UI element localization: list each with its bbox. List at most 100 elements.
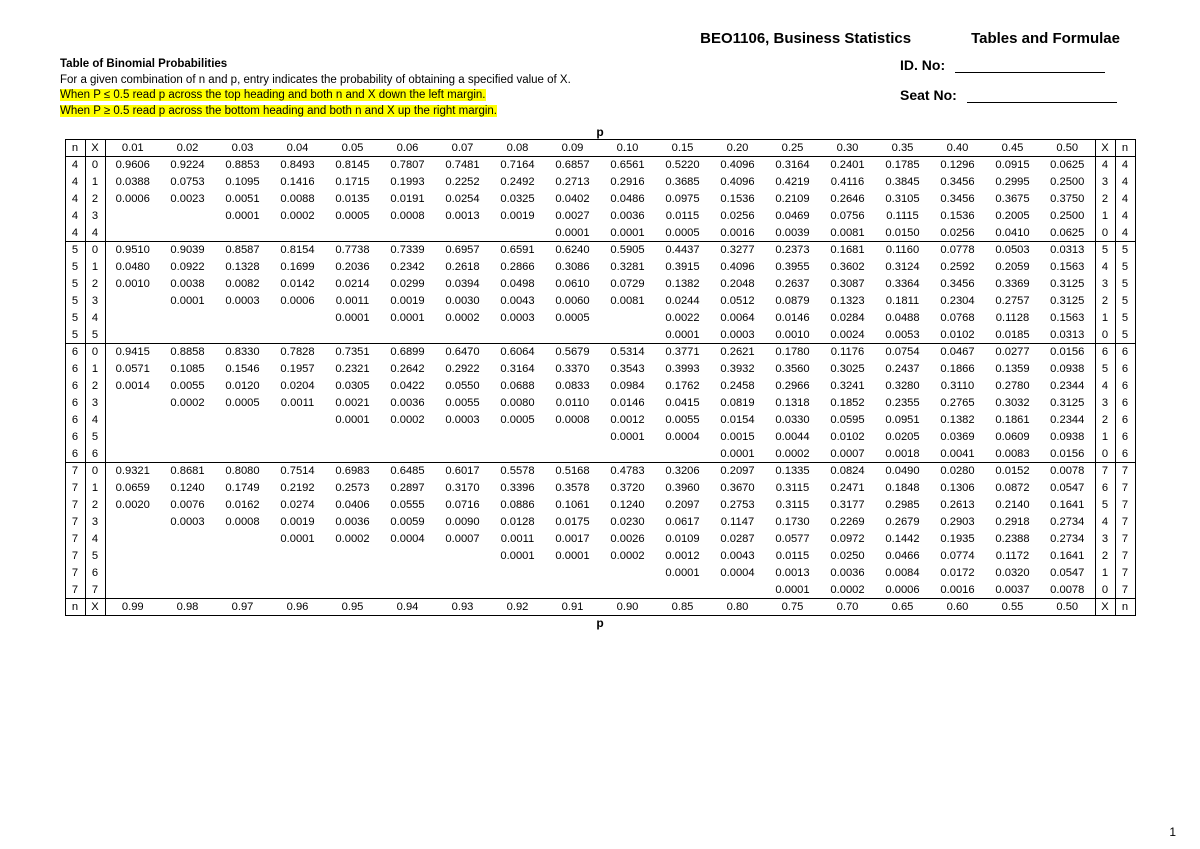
cell-val: 0.2995 xyxy=(985,174,1040,191)
cell-val: 0.0055 xyxy=(655,412,710,429)
cell-x-right: 1 xyxy=(1095,310,1115,327)
cell-val: 0.2918 xyxy=(985,514,1040,531)
cell-val: 0.6064 xyxy=(490,344,545,361)
cell-val: 0.1240 xyxy=(600,497,655,514)
cell-val: 0.1563 xyxy=(1040,259,1095,276)
cell-val: 0.0083 xyxy=(985,446,1040,463)
cell-val: 0.0250 xyxy=(820,548,875,565)
cell-val xyxy=(380,446,435,463)
cell-val: 0.0120 xyxy=(215,378,270,395)
cell-val: 0.1323 xyxy=(820,293,875,310)
cell-val: 0.0080 xyxy=(490,395,545,412)
cell-val: 0.8145 xyxy=(325,157,380,174)
cell-val: 0.0001 xyxy=(160,293,215,310)
ftr-p-bot-4: 0.95 xyxy=(325,599,380,616)
cell-val: 0.9039 xyxy=(160,242,215,259)
hdr-p-top-7: 0.08 xyxy=(490,140,545,157)
page: BEO1106, Business Statistics Tables and … xyxy=(0,0,1200,849)
cell-val: 0.0466 xyxy=(875,548,930,565)
cell-val: 0.0016 xyxy=(710,225,765,242)
cell-val: 0.0415 xyxy=(655,395,710,412)
cell-val: 0.1848 xyxy=(875,480,930,497)
cell-val: 0.0768 xyxy=(930,310,985,327)
ftr-p-bot-6: 0.93 xyxy=(435,599,490,616)
cell-x-right: 3 xyxy=(1095,174,1115,191)
cell-val: 0.0172 xyxy=(930,565,985,582)
cell-n-right: 4 xyxy=(1115,174,1135,191)
cell-n-left: 5 xyxy=(65,293,85,310)
cell-val: 0.0152 xyxy=(985,463,1040,480)
cell-val xyxy=(160,531,215,548)
cell-val: 0.3993 xyxy=(655,361,710,378)
cell-val: 0.0154 xyxy=(710,412,765,429)
cell-val: 0.0006 xyxy=(105,191,160,208)
cell-val: 0.0938 xyxy=(1040,361,1095,378)
cell-n-left: 4 xyxy=(65,157,85,174)
cell-x-left: 4 xyxy=(85,310,105,327)
cell-val xyxy=(215,429,270,446)
ftr-p-bot-13: 0.70 xyxy=(820,599,875,616)
cell-val: 0.2471 xyxy=(820,480,875,497)
cell-val: 0.0555 xyxy=(380,497,435,514)
hdr-x-right: X xyxy=(1095,140,1115,157)
cell-n-right: 5 xyxy=(1115,242,1135,259)
cell-val: 0.3396 xyxy=(490,480,545,497)
cell-val xyxy=(435,327,490,344)
cell-val: 0.0571 xyxy=(105,361,160,378)
cell-val: 0.1536 xyxy=(930,208,985,225)
cell-val: 0.5168 xyxy=(545,463,600,480)
cell-val: 0.2621 xyxy=(710,344,765,361)
cell-val: 0.0610 xyxy=(545,276,600,293)
cell-val: 0.0051 xyxy=(215,191,270,208)
cell-val xyxy=(435,582,490,599)
cell-val: 0.0486 xyxy=(600,191,655,208)
cell-val: 0.5578 xyxy=(490,463,545,480)
cell-n-left: 6 xyxy=(65,378,85,395)
cell-n-right: 5 xyxy=(1115,276,1135,293)
cell-val: 0.1957 xyxy=(270,361,325,378)
cell-val: 0.1861 xyxy=(985,412,1040,429)
cell-val: 0.3025 xyxy=(820,361,875,378)
cell-val: 0.1563 xyxy=(1040,310,1095,327)
cell-val xyxy=(655,446,710,463)
cell-val: 0.2097 xyxy=(710,463,765,480)
cell-val xyxy=(325,565,380,582)
cell-n-left: 4 xyxy=(65,174,85,191)
cell-val: 0.2618 xyxy=(435,259,490,276)
cell-val: 0.0394 xyxy=(435,276,490,293)
cell-val xyxy=(160,327,215,344)
cell-x-left: 7 xyxy=(85,582,105,599)
cell-val: 0.2903 xyxy=(930,514,985,531)
cell-n-left: 5 xyxy=(65,259,85,276)
cell-val: 0.2269 xyxy=(820,514,875,531)
ftr-x-right: X xyxy=(1095,599,1115,616)
p-label-bottom: p xyxy=(60,616,1140,630)
cell-val: 0.0688 xyxy=(490,378,545,395)
cell-val xyxy=(380,582,435,599)
cell-val: 0.0003 xyxy=(710,327,765,344)
cell-val: 0.7481 xyxy=(435,157,490,174)
hdr-x-left: X xyxy=(85,140,105,157)
cell-val: 0.8080 xyxy=(215,463,270,480)
cell-x-right: 4 xyxy=(1095,378,1115,395)
hdr-p-top-9: 0.10 xyxy=(600,140,655,157)
cell-val: 0.0503 xyxy=(985,242,1040,259)
cell-val: 0.1061 xyxy=(545,497,600,514)
cell-val: 0.0036 xyxy=(325,514,380,531)
cell-n-right: 6 xyxy=(1115,361,1135,378)
cell-x-right: 2 xyxy=(1095,191,1115,208)
cell-val xyxy=(380,565,435,582)
cell-val: 0.0244 xyxy=(655,293,710,310)
cell-n-right: 4 xyxy=(1115,157,1135,174)
cell-val xyxy=(105,225,160,242)
cell-val: 0.3578 xyxy=(545,480,600,497)
cell-val xyxy=(490,446,545,463)
cell-val: 0.0001 xyxy=(270,531,325,548)
cell-val: 0.1442 xyxy=(875,531,930,548)
cell-val: 0.2753 xyxy=(710,497,765,514)
cell-x-left: 3 xyxy=(85,514,105,531)
cell-n-left: 6 xyxy=(65,361,85,378)
hdr-p-top-4: 0.05 xyxy=(325,140,380,157)
cell-val: 0.3456 xyxy=(930,174,985,191)
cell-n-right: 7 xyxy=(1115,531,1135,548)
